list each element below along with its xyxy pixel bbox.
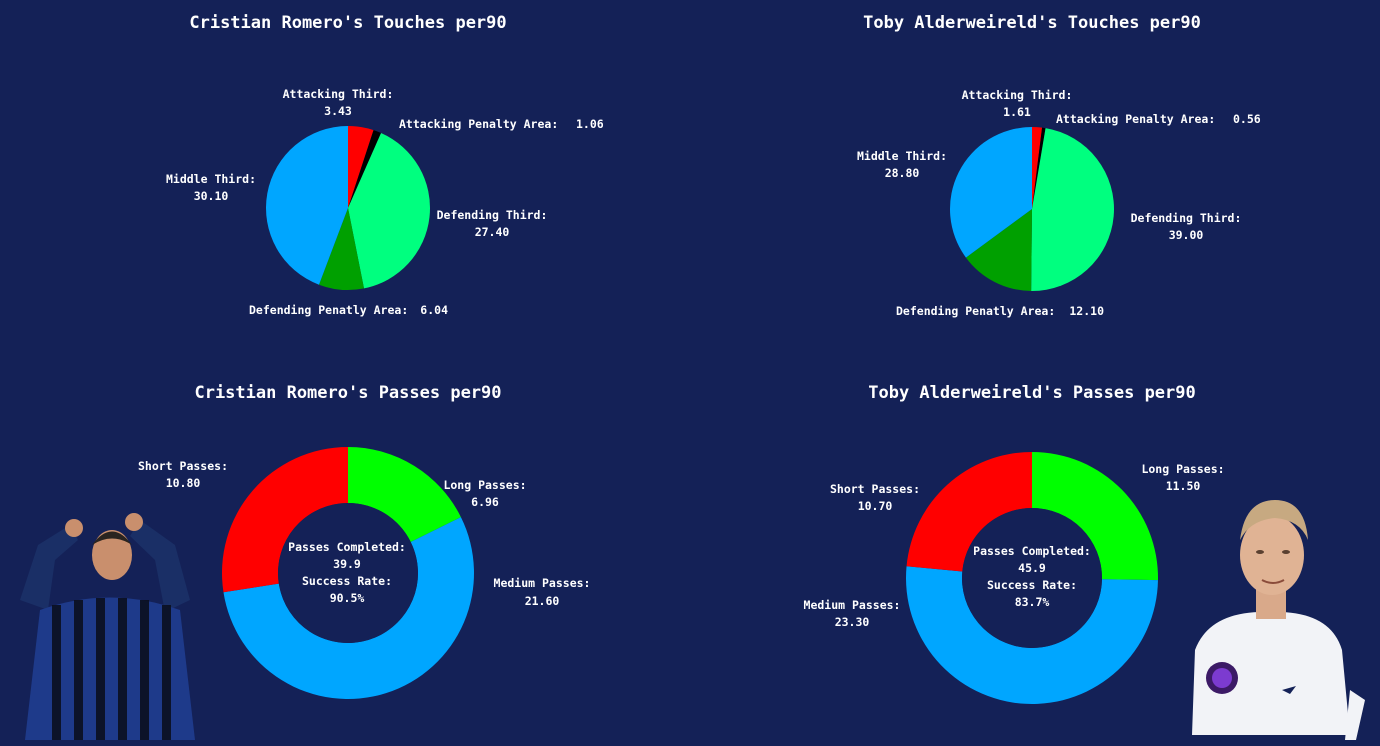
pie-alderweireld-touches	[949, 127, 1114, 291]
player-photo-alderweireld	[1192, 500, 1365, 740]
label-value-attacking-third: 3.43	[324, 104, 352, 118]
label-value-attacking-penalty-area: 0.56	[1233, 112, 1261, 126]
label-name-long-passes: Long Passes:	[1141, 462, 1224, 476]
label-name-long-passes: Long Passes:	[443, 478, 526, 492]
donut-hole	[962, 508, 1102, 648]
label-name-medium-passes: Medium Passes:	[804, 598, 901, 612]
label-name-attacking-third: Attacking Third:	[283, 87, 394, 101]
label-name-attacking-penalty-area: Attacking Penalty Area:	[399, 117, 558, 131]
donut-romero-passes	[222, 447, 474, 700]
slice-long-passes	[1032, 452, 1158, 581]
label-name-defending-third: Defending Third:	[1131, 211, 1242, 225]
center-value-passes-completed: 39.9	[333, 557, 361, 571]
label-value-medium-passes: 23.30	[835, 615, 870, 629]
chart-title-romero-passes: Cristian Romero's Passes per90	[194, 383, 501, 403]
slice-medium-passes	[906, 566, 1158, 705]
label-value-short-passes: 10.80	[166, 476, 201, 490]
label-value-middle-third: 28.80	[885, 166, 920, 180]
slice-attacking-third	[1032, 127, 1043, 209]
label-name-medium-passes: Medium Passes:	[494, 576, 591, 590]
label-value-attacking-third: 1.61	[1003, 105, 1031, 119]
label-value-short-passes: 10.70	[858, 499, 893, 513]
label-name-short-passes: Short Passes:	[830, 482, 920, 496]
label-value-middle-third: 30.10	[194, 189, 229, 203]
label-name-middle-third: Middle Third:	[857, 149, 947, 163]
label-value-long-passes: 6.96	[471, 495, 499, 509]
label-name-attacking-penalty-area: Attacking Penalty Area:	[1056, 112, 1215, 126]
slice-defending-penatly-area	[965, 209, 1032, 291]
slice-defending-penatly-area	[318, 208, 364, 290]
chart-title-romero-touches: Cristian Romero's Touches per90	[189, 13, 506, 33]
center-label-passes-completed: Passes Completed:	[973, 544, 1091, 558]
center-value-success-rate: 90.5%	[330, 591, 365, 605]
center-label-success-rate: Success Rate:	[987, 578, 1077, 592]
center-value-success-rate: 83.7%	[1015, 595, 1050, 609]
label-value-attacking-penalty-area: 1.06	[576, 117, 604, 131]
label-name-short-passes: Short Passes:	[138, 459, 228, 473]
slice-attacking-penalty-area	[348, 130, 382, 208]
label-value-defending-third: 27.40	[475, 225, 510, 239]
label-name-attacking-third: Attacking Third:	[962, 88, 1073, 102]
slice-short-passes	[222, 447, 348, 593]
label-value-medium-passes: 21.60	[525, 594, 560, 608]
slice-short-passes	[906, 452, 1032, 572]
player-photo-romero	[20, 513, 195, 740]
slice-attacking-penalty-area	[1032, 127, 1046, 209]
chart-title-alderweireld-passes: Toby Alderweireld's Passes per90	[868, 383, 1196, 403]
center-value-passes-completed: 45.9	[1018, 561, 1046, 575]
label-name-defending-third: Defending Third:	[437, 208, 548, 222]
label-name-middle-third: Middle Third:	[166, 172, 256, 186]
label-value-defending-penalty-area: 12.10	[1069, 304, 1104, 318]
center-label-passes-completed: Passes Completed:	[288, 540, 406, 554]
slice-attacking-third	[348, 126, 374, 208]
label-name-defending-penalty-area: Defending Penatly Area:	[249, 303, 408, 317]
donut-alderweireld-passes	[906, 452, 1158, 705]
label-name-defending-penalty-area: Defending Penatly Area:	[896, 304, 1055, 318]
pie-romero-touches	[266, 126, 430, 290]
slice-medium-passes	[223, 517, 474, 700]
center-label-success-rate: Success Rate:	[302, 574, 392, 588]
label-value-long-passes: 11.50	[1166, 479, 1201, 493]
slice-defending-third	[348, 132, 430, 289]
donut-hole	[278, 503, 418, 643]
label-value-defending-third: 39.00	[1169, 228, 1204, 242]
slice-middle-third	[266, 126, 348, 285]
slice-defending-third	[1031, 128, 1114, 291]
slice-middle-third	[949, 127, 1032, 258]
chart-title-alderweireld-touches: Toby Alderweireld's Touches per90	[863, 13, 1201, 33]
slice-long-passes	[348, 447, 461, 542]
label-value-defending-penalty-area: 6.04	[420, 303, 448, 317]
